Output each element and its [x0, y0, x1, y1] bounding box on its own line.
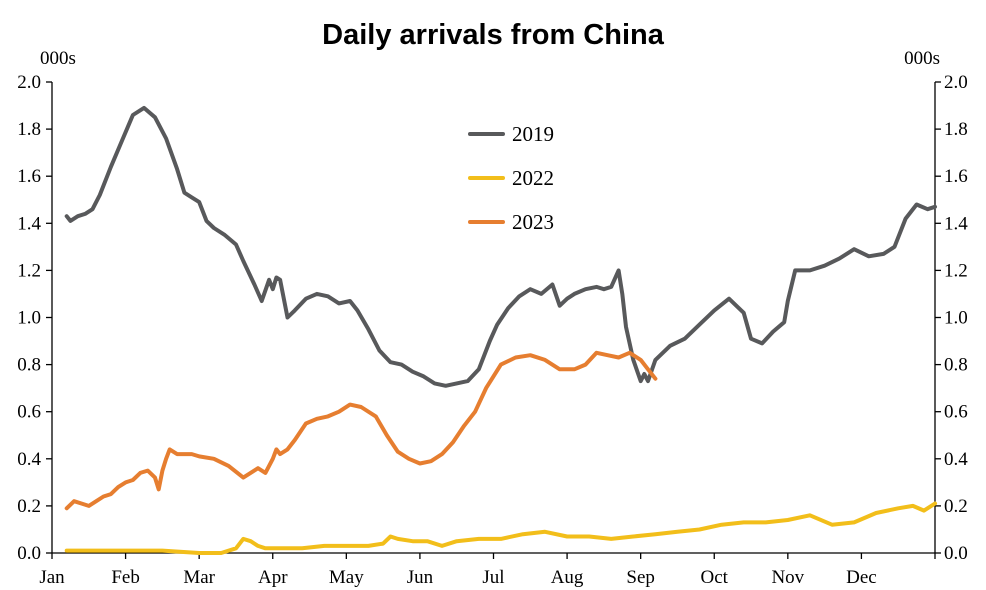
series-line-2022	[64, 501, 937, 555]
right-y-tick-label: 1.6	[944, 166, 968, 187]
left-y-tick-label: 0.8	[17, 355, 41, 376]
left-y-tick-label: 1.6	[17, 166, 41, 187]
right-y-tick-label: 0.0	[944, 543, 968, 564]
x-tick-label: Jul	[482, 567, 504, 588]
right-y-tick-label: 1.4	[944, 213, 968, 234]
chart-title: Daily arrivals from China	[322, 19, 665, 51]
right-y-tick-label: 1.8	[944, 119, 968, 140]
axes: 0.0 0.0 0.2 0.2 0.4 0.4 0.6 0.6 0.8 0.8 1.0 1.0 1.2 1…	[17, 72, 968, 588]
x-tick-label: Aug	[551, 567, 584, 588]
x-tick-label: Jan	[39, 567, 65, 588]
left-y-tick-label: 1.4	[17, 213, 41, 234]
right-y-tick-label: 0.2	[944, 496, 968, 517]
legend: 2019 2022 2023	[468, 122, 554, 234]
left-y-tick-label: 0.4	[17, 449, 41, 470]
legend-label-2019: 2019	[512, 122, 554, 146]
left-y-tick-label: 0.6	[17, 402, 41, 423]
right-y-tick-label: 0.4	[944, 449, 968, 470]
right-y-unit-label: 000s	[904, 48, 940, 69]
left-y-tick-label: 0.0	[17, 543, 41, 564]
plot-lines	[64, 105, 937, 555]
right-y-tick-label: 2.0	[944, 72, 968, 93]
x-tick-label: Dec	[846, 567, 877, 588]
x-tick-label: Nov	[771, 567, 804, 588]
x-tick-label: Apr	[258, 567, 288, 588]
x-tick-label: Feb	[111, 567, 140, 588]
x-tick-label: May	[329, 567, 364, 588]
legend-label-2023: 2023	[512, 210, 554, 234]
series-line-2023	[64, 350, 658, 511]
right-y-tick-label: 0.8	[944, 355, 968, 376]
x-tick-label: Jun	[407, 567, 434, 588]
left-y-tick-label: 1.8	[17, 119, 41, 140]
series-line-2019	[64, 105, 937, 388]
x-tick-label: Sep	[626, 567, 655, 588]
left-y-tick-label: 2.0	[17, 72, 41, 93]
x-tick-label: Oct	[701, 567, 729, 588]
right-y-tick-label: 1.2	[944, 260, 968, 281]
left-y-unit-label: 000s	[40, 48, 76, 69]
left-y-tick-label: 1.0	[17, 308, 41, 329]
x-tick-label: Mar	[183, 567, 215, 588]
right-y-tick-label: 0.6	[944, 402, 968, 423]
right-y-tick-label: 1.0	[944, 308, 968, 329]
legend-label-2022: 2022	[512, 166, 554, 190]
left-y-tick-label: 0.2	[17, 496, 41, 517]
left-y-tick-label: 1.2	[17, 260, 41, 281]
